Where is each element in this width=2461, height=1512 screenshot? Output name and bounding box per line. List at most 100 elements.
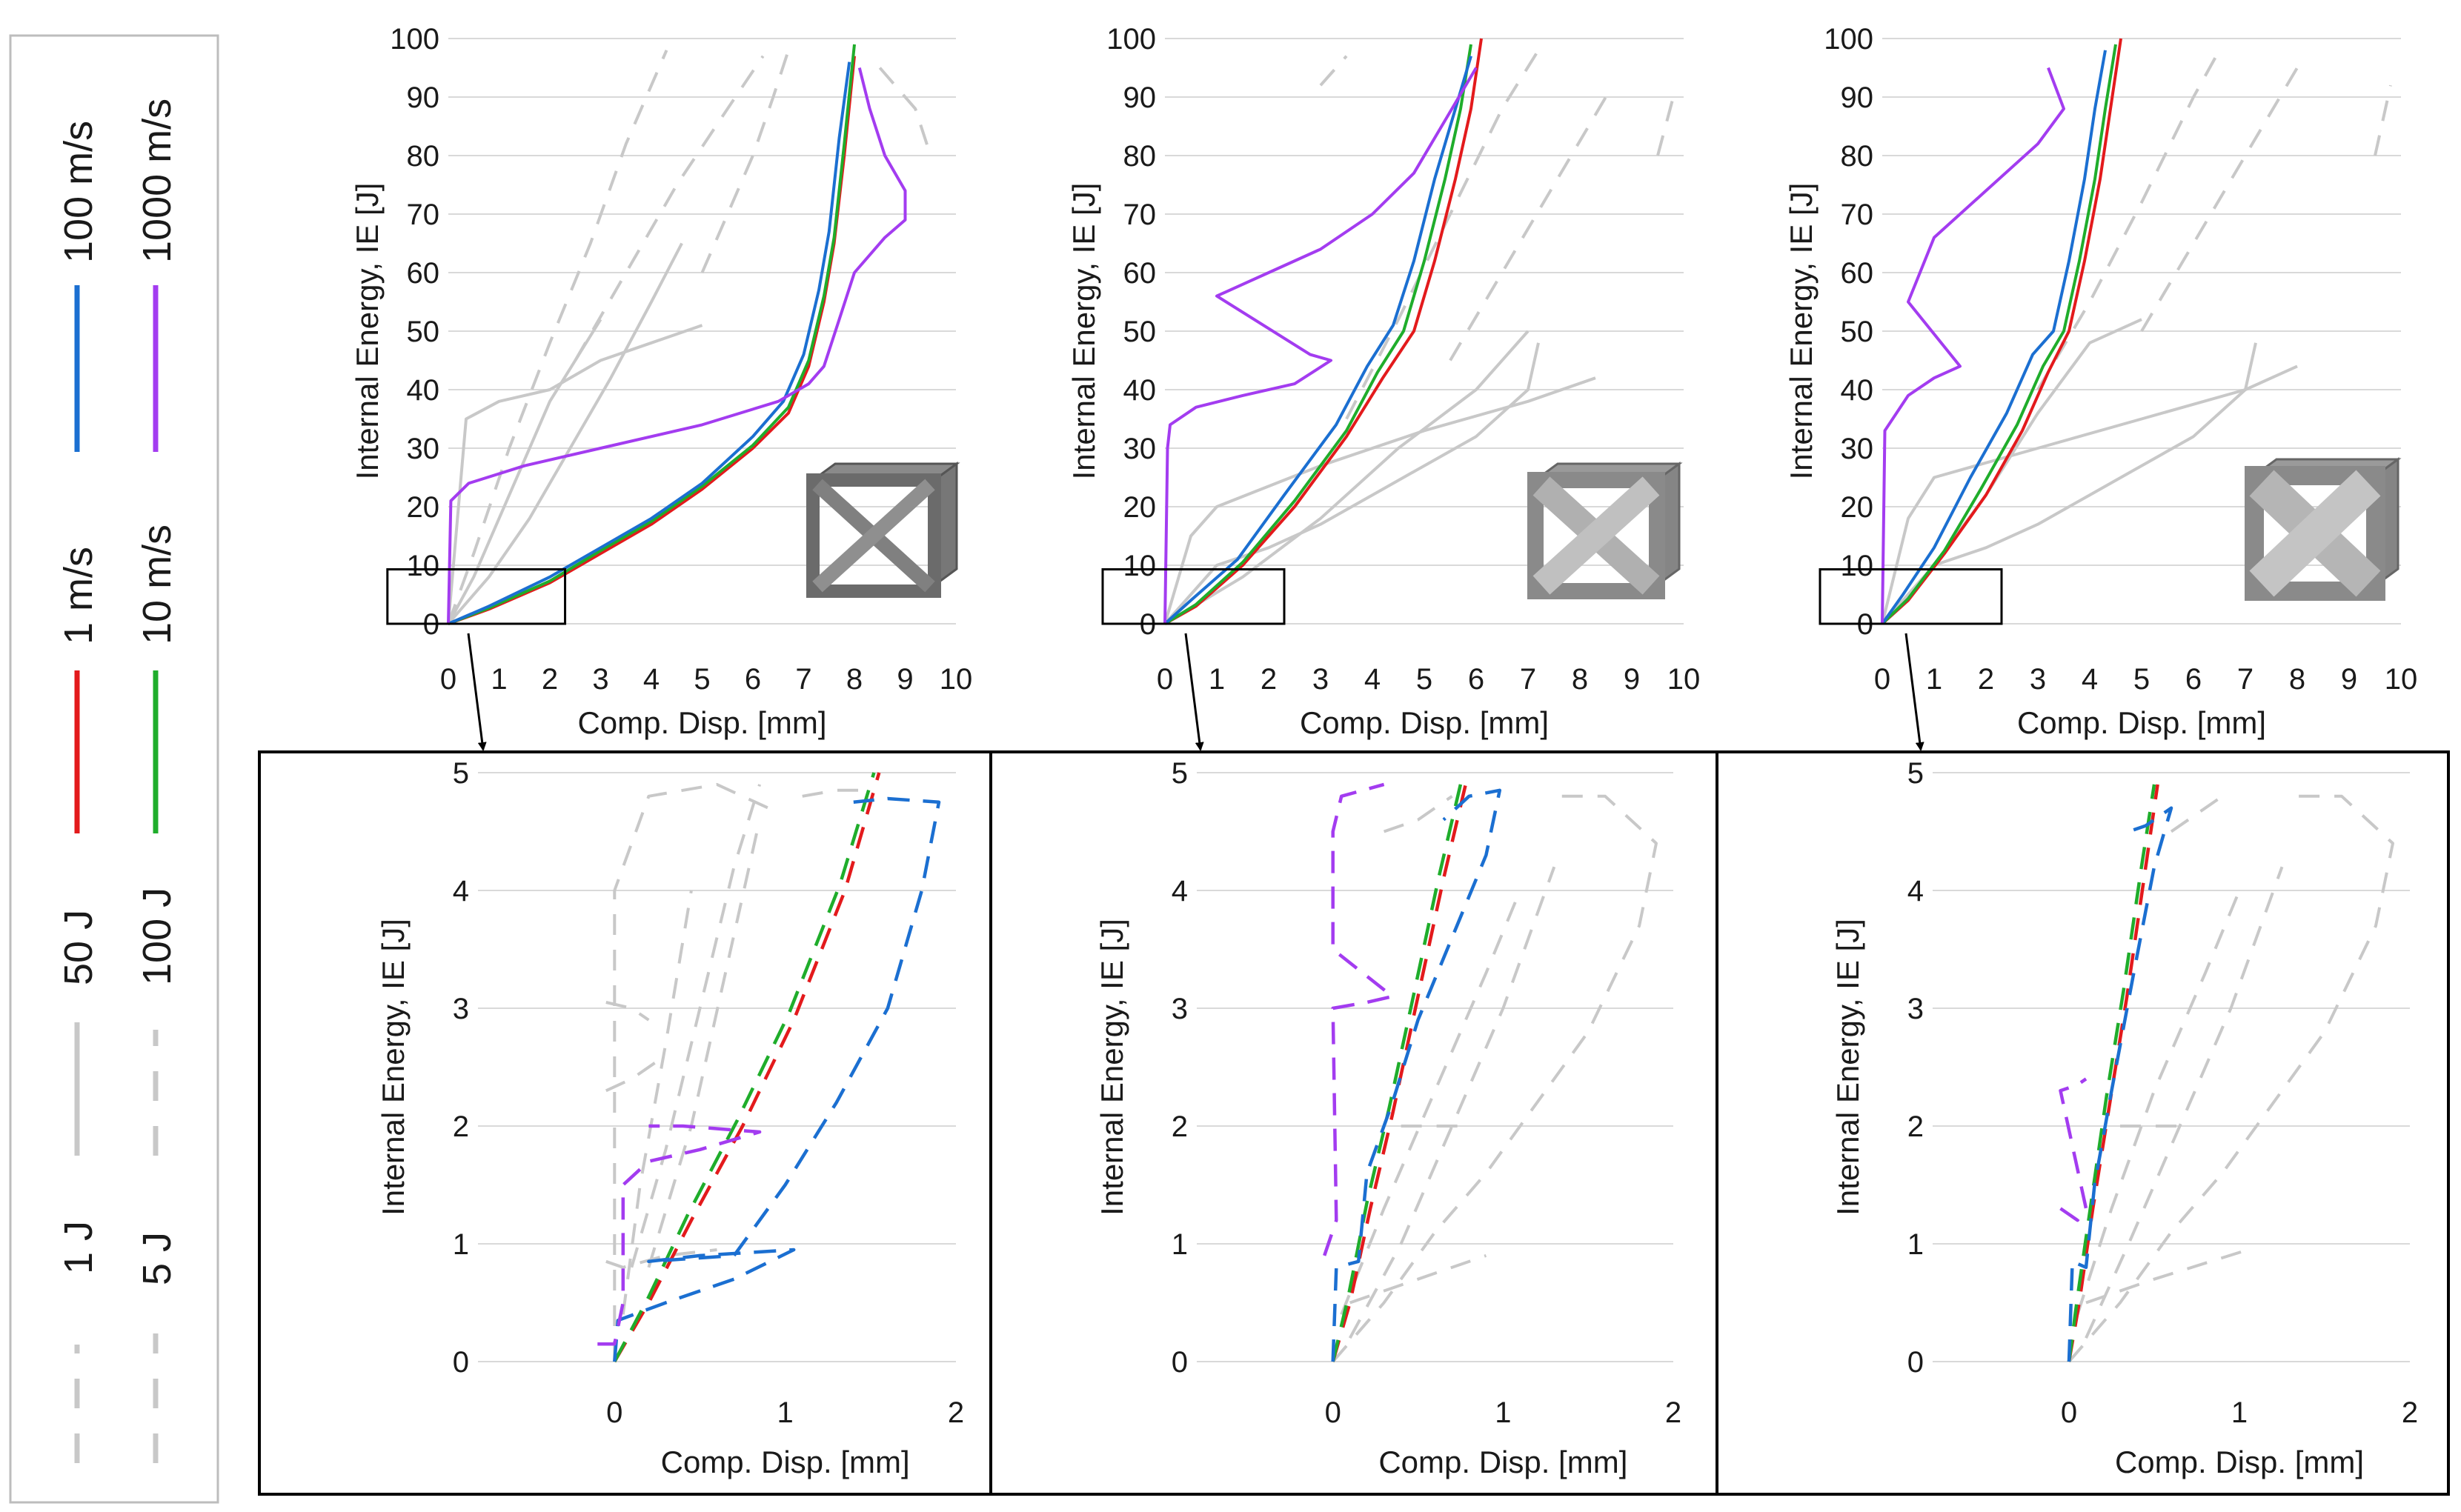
y-tick-label: 10: [1123, 550, 1157, 582]
gray-series-line: [2076, 890, 2241, 1316]
gray-series-line: [1319, 55, 1348, 87]
x-tick-label: 6: [745, 663, 761, 696]
y-tick-label: 90: [1123, 81, 1157, 114]
y-tick-label: 80: [1123, 140, 1157, 173]
x-tick-label: 8: [846, 663, 863, 696]
y-tick-label: 3: [1172, 993, 1188, 1025]
x-tick-label: 1: [1926, 663, 1942, 696]
x-tick-label: 0: [2061, 1396, 2077, 1429]
x-tick-label: 2: [542, 663, 558, 696]
gray-series-line: [1163, 330, 1530, 625]
plot-area: 0 1 2 3 4 5 0 1 2 Comp. Disp. [mm] Internal Energy…: [1830, 757, 2418, 1479]
y-tick-label: 0: [1172, 1346, 1188, 1379]
x-tick-label: 1: [2231, 1396, 2248, 1429]
x-tick-label: 4: [643, 663, 660, 696]
x-axis-label: Comp. Disp. [mm]: [1378, 1445, 1627, 1479]
zoom-arrows: [467, 633, 1924, 751]
x-axis-label: Comp. Disp. [mm]: [2017, 705, 2266, 740]
gray-series-line: [2085, 1248, 2249, 1305]
gray-series-line: [621, 890, 693, 1315]
gray-series-line: [1349, 1254, 1487, 1305]
series-line-100-m-s: [613, 796, 941, 1362]
x-tick-label: 7: [1520, 663, 1536, 696]
x-tick-label: 6: [1468, 663, 1484, 696]
x-tick-label: 0: [1874, 663, 1890, 696]
x-tick-label: 7: [795, 663, 811, 696]
gray-series-line: [1340, 890, 1522, 1316]
gray-series-line: [1332, 794, 1658, 1363]
series-line-1-m-s: [448, 56, 856, 625]
x-tick-label: 0: [606, 1396, 622, 1429]
zoom-box: [1101, 568, 1286, 625]
series-line-100-m-s: [1163, 56, 1472, 625]
chart-bottom-2: 0 1 2 3 4 5 0 1 2 Comp. Disp. [mm] Internal Energy…: [1095, 757, 1681, 1479]
series-line-10-m-s: [2067, 784, 2156, 1362]
legend-label-energy-100: 100 J: [135, 887, 179, 985]
legend-label-energy-50: 50 J: [56, 910, 101, 985]
x-tick-label: 1: [777, 1396, 794, 1429]
gray-series-line: [605, 1001, 650, 1022]
y-tick-label: 50: [1841, 316, 1874, 348]
lattice-thin-icon: [806, 462, 960, 598]
gray-series-line: [1449, 96, 1607, 362]
y-tick-label: 3: [1907, 993, 1924, 1025]
gray-series-line: [2036, 49, 2221, 391]
x-axis-label: Comp. Disp. [mm]: [661, 1445, 910, 1479]
x-tick-label: 6: [2185, 663, 2202, 696]
series-line-10-m-s: [1881, 44, 2117, 625]
y-tick-label: 5: [453, 757, 469, 790]
gray-series-line: [1656, 96, 1675, 156]
x-tick-label: 1: [1209, 663, 1225, 696]
y-axis-label: Internal Energy, IE [J]: [1830, 919, 1865, 1216]
legend-entry-energy-50: 50 J: [56, 910, 101, 1156]
x-tick-label: 3: [592, 663, 608, 696]
chart-bottom-1: 0 1 2 3 4 5 0 1 2 Comp. Disp. [mm] Internal Energy…: [376, 757, 964, 1479]
y-tick-label: 1: [1172, 1228, 1188, 1261]
zoom-arrow-2: [1184, 633, 1204, 751]
x-tick-label: 5: [694, 663, 710, 696]
y-tick-label: 90: [1841, 81, 1874, 114]
x-tick-label: 7: [2237, 663, 2254, 696]
gray-series-line: [1348, 866, 1556, 1339]
chart-bottom-3: 0 1 2 3 4 5 0 1 2 Comp. Disp. [mm] Internal Energy…: [1830, 757, 2418, 1479]
y-tick-label: 40: [1841, 374, 1874, 407]
y-tick-label: 20: [1123, 491, 1157, 524]
series-line-1000-m-s: [447, 67, 907, 625]
y-tick-label: 0: [1907, 1346, 1924, 1379]
zoom-arrow-1: [467, 633, 487, 751]
x-tick-label: 5: [2133, 663, 2150, 696]
x-tick-label: 8: [2289, 663, 2305, 696]
y-tick-label: 5: [1172, 757, 1188, 790]
series-line-1000-m-s: [1163, 67, 1478, 625]
x-tick-label: 5: [1416, 663, 1432, 696]
legend-entry-speed-1000: 1000 m/s: [135, 99, 179, 452]
legend-box: [9, 34, 219, 1504]
x-tick-label: 10: [940, 663, 973, 696]
y-tick-label: 4: [453, 875, 469, 907]
gray-series-line: [878, 67, 932, 156]
y-tick-label: 2: [1172, 1110, 1188, 1143]
gray-series-line: [605, 1248, 717, 1269]
y-tick-label: 60: [1123, 257, 1157, 290]
bottom-frame-3: [1716, 750, 2450, 1496]
x-tick-label: 9: [897, 663, 913, 696]
x-tick-label: 1: [1495, 1396, 1511, 1429]
y-tick-label: 70: [1123, 199, 1157, 231]
y-tick-label: 70: [407, 199, 440, 231]
x-axis-label: Comp. Disp. [mm]: [577, 705, 826, 740]
gray-series-line: [2170, 795, 2224, 833]
y-tick-label: 80: [407, 140, 440, 173]
zoom-box: [1819, 568, 2003, 625]
legend-entry-speed-1: 1 m/s: [56, 547, 101, 833]
y-tick-label: 30: [1841, 433, 1874, 465]
y-tick-label: 30: [407, 433, 440, 465]
y-tick-label: 50: [407, 316, 440, 348]
x-axis-label: Comp. Disp. [mm]: [2115, 1445, 2364, 1479]
x-tick-label: 3: [2030, 663, 2046, 696]
y-tick-label: 5: [1907, 757, 1924, 790]
y-tick-label: 90: [407, 81, 440, 114]
plot-area: 0 1 2 3 4 5 0 1 2 Comp. Disp. [mm] Internal Energy…: [376, 757, 964, 1479]
